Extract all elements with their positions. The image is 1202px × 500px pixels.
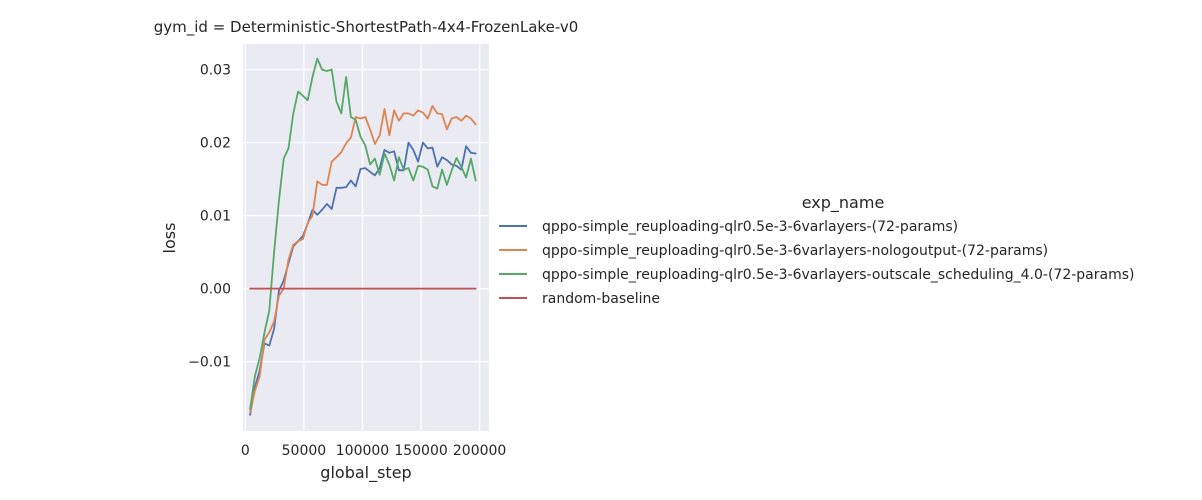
legend-title: exp_name — [802, 193, 885, 213]
grid-lines — [243, 44, 489, 431]
y-axis-ticks: −0.01 0.00 0.01 0.02 0.03 — [188, 63, 231, 371]
x-axis-label: global_step — [320, 463, 411, 483]
series-line-3 — [249, 57, 477, 411]
y-tick-label: 0.01 — [200, 209, 231, 225]
chart-title: gym_id = Deterministic-ShortestPath-4x4-… — [154, 18, 579, 37]
x-tick-label: 200000 — [453, 443, 506, 459]
legend-label: random-baseline — [542, 291, 660, 307]
plot-area — [243, 44, 489, 431]
y-tick-label: 0.02 — [200, 136, 231, 152]
y-axis-label: loss — [160, 223, 179, 254]
y-tick-label: −0.01 — [188, 355, 231, 371]
y-tick-label: 0.00 — [200, 282, 231, 298]
y-tick-label: 0.03 — [200, 63, 231, 79]
x-tick-label: 100000 — [336, 443, 389, 459]
legend: exp_name qppo-simple_reuploading-qlr0.5e… — [499, 193, 1134, 307]
x-tick-label: 150000 — [394, 443, 447, 459]
series-line-2 — [249, 105, 477, 414]
x-tick-label: 50000 — [282, 443, 327, 459]
legend-label: qppo-simple_reuploading-qlr0.5e-3-6varla… — [542, 267, 1134, 283]
series-lines — [249, 57, 477, 416]
x-tick-label: 0 — [241, 443, 250, 459]
x-axis-ticks: 0 50000 100000 150000 200000 — [241, 443, 506, 459]
legend-label: qppo-simple_reuploading-qlr0.5e-3-6varla… — [542, 219, 958, 235]
legend-label: qppo-simple_reuploading-qlr0.5e-3-6varla… — [542, 243, 1048, 259]
